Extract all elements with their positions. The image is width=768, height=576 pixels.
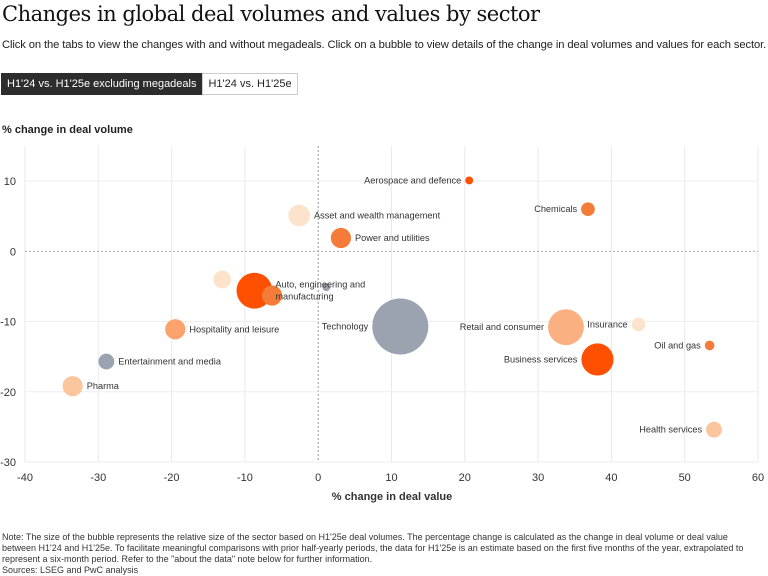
- bubble-label: Health services: [639, 425, 702, 435]
- bubble[interactable]: [62, 376, 83, 397]
- bubble[interactable]: [704, 340, 715, 351]
- y-tick-label: 10: [4, 176, 16, 188]
- bubble-label: Chemicals: [534, 204, 577, 214]
- bubble[interactable]: [465, 176, 474, 185]
- bubble[interactable]: [581, 202, 595, 217]
- bubble-label: Retail and consumer: [460, 322, 544, 332]
- bubble-label: Asset and wealth management: [314, 211, 441, 221]
- x-tick-label: 0: [315, 472, 321, 484]
- y-axis-label: % change in deal volume: [2, 124, 133, 136]
- bubble-label: Oil and gas: [654, 340, 701, 350]
- tab-excluding-megadeals[interactable]: H1'24 vs. H1'25e excluding megadeals: [1, 73, 203, 95]
- bubble[interactable]: [288, 204, 310, 227]
- subtitle: Click on the tabs to view the changes wi…: [2, 39, 767, 51]
- tab-including-megadeals[interactable]: H1'24 vs. H1'25e: [202, 73, 298, 95]
- note-text: Note: The size of the bubble represents …: [2, 532, 744, 564]
- sources-text: Sources: LSEG and PwC analysis: [2, 565, 139, 575]
- bubble-chart: -40 -30 -20 -10 0 10 20 30 40 50 60100-10-20-30Aer…: [0, 146, 764, 503]
- footnote: Note: The size of the bubble represents …: [2, 532, 764, 576]
- y-tick-label: 0: [10, 246, 16, 258]
- x-tick-label: -40: [17, 472, 33, 484]
- bubble[interactable]: [98, 353, 115, 370]
- bubble[interactable]: [322, 283, 331, 292]
- bubble-label: Insurance: [587, 319, 627, 329]
- bubble[interactable]: [330, 227, 352, 249]
- x-tick-label: 20: [459, 472, 471, 484]
- bubble-label: Technology: [322, 321, 369, 331]
- y-tick-label: -30: [0, 457, 16, 469]
- bubble[interactable]: [372, 298, 429, 355]
- bubble-label: Aerospace and defence: [364, 175, 461, 185]
- bubble-label: Entertainment and media: [118, 357, 222, 367]
- x-tick-label: 50: [679, 472, 691, 484]
- bubble[interactable]: [213, 270, 232, 289]
- bubble-label: Pharma: [87, 381, 120, 391]
- bubble[interactable]: [706, 421, 722, 438]
- x-axis-label: % change in deal value: [332, 491, 452, 503]
- bubble-label: Power and utilities: [355, 233, 430, 243]
- bubble[interactable]: [631, 317, 646, 332]
- bubble[interactable]: [581, 343, 614, 376]
- x-tick-label: 10: [385, 472, 397, 484]
- bubble-label: Auto, engineering and manufacturing: [275, 280, 365, 302]
- bubble[interactable]: [165, 319, 186, 340]
- bubble-label: Hospitality and leisure: [189, 324, 279, 334]
- x-tick-label: 40: [605, 472, 617, 484]
- y-tick-label: -20: [0, 387, 16, 399]
- bubble[interactable]: [548, 309, 584, 346]
- x-tick-label: -30: [90, 472, 106, 484]
- x-tick-label: 30: [532, 472, 544, 484]
- bubble-label: Business services: [504, 354, 578, 364]
- x-tick-label: -20: [164, 472, 180, 484]
- page-title: Changes in global deal volumes and value…: [2, 2, 540, 26]
- x-tick-label: -10: [237, 472, 253, 484]
- x-tick-label: 60: [752, 472, 764, 484]
- bubble[interactable]: [261, 285, 283, 306]
- tab-bar: H1'24 vs. H1'25e excluding megadeals H1'…: [1, 73, 298, 95]
- y-tick-label: -10: [0, 317, 16, 329]
